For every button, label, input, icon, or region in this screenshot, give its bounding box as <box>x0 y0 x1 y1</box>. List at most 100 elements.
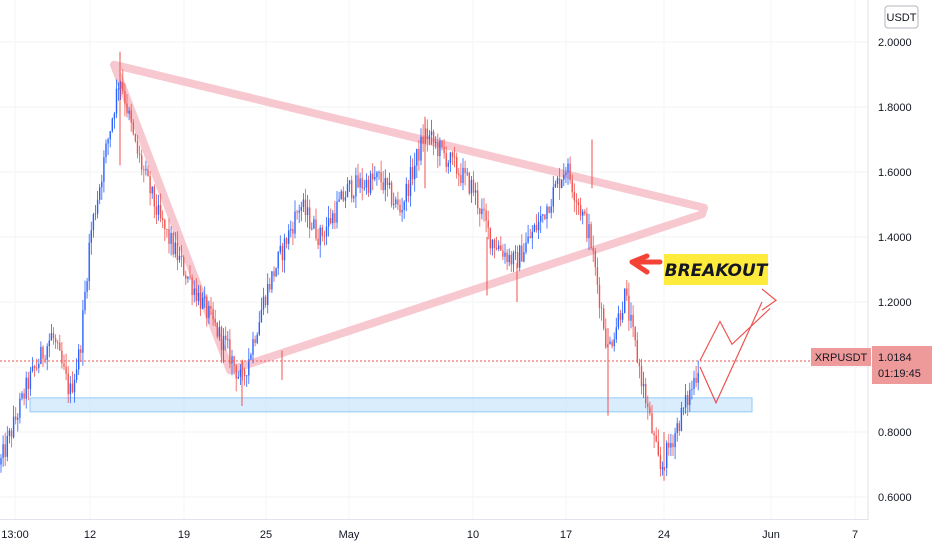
candle-body <box>132 122 134 134</box>
candle-body <box>605 328 607 348</box>
candle-body <box>374 177 376 180</box>
candle-body <box>283 238 286 261</box>
candle-body <box>521 245 523 262</box>
candle-body <box>136 141 139 154</box>
candle-body <box>306 207 309 216</box>
candle-body <box>264 296 267 306</box>
candle-body <box>569 163 571 181</box>
candle-body <box>430 131 433 136</box>
candle-body <box>31 366 34 372</box>
candle-body <box>390 182 393 205</box>
candle-body <box>109 131 111 140</box>
candle-body <box>279 245 281 253</box>
candle-body <box>149 176 151 194</box>
candle-body <box>44 358 46 360</box>
candle-body <box>409 167 412 196</box>
candle-body <box>126 103 128 114</box>
candle-body <box>535 225 538 231</box>
candle-body <box>99 187 101 200</box>
projection-path[interactable] <box>699 308 771 361</box>
price-axis[interactable]: 0.60000.80001.00001.20001.40001.60001.80… <box>878 37 912 504</box>
candle-body <box>464 167 466 173</box>
candle-body <box>603 308 605 329</box>
candle-body <box>659 455 662 470</box>
candle-body <box>411 167 414 180</box>
candle-body <box>246 375 248 377</box>
candle-body <box>388 182 391 186</box>
y-tick-label: 0.6000 <box>878 492 912 504</box>
projection-path-lower[interactable] <box>699 301 763 405</box>
candle-body <box>634 326 636 341</box>
candle-body <box>38 363 40 368</box>
candle-body <box>141 155 143 170</box>
candle-body <box>403 201 405 210</box>
candle-body <box>573 192 575 201</box>
candle-body <box>544 214 546 219</box>
x-tick-label: 10 <box>467 529 479 541</box>
candle-body <box>380 172 382 183</box>
candle-body <box>67 373 69 395</box>
candle-body <box>399 204 401 213</box>
candle-body <box>554 183 557 188</box>
candle-body <box>453 156 456 158</box>
candle-body <box>684 395 687 408</box>
candle-body <box>23 393 25 399</box>
candle-body <box>143 169 145 171</box>
candle-body <box>338 199 340 202</box>
candle-body <box>122 82 124 92</box>
candle-body <box>468 172 470 194</box>
triangle-pattern[interactable] <box>110 60 708 375</box>
candle-body <box>25 377 27 399</box>
currency-badge[interactable]: USDT <box>884 5 919 29</box>
candle-body <box>577 202 580 206</box>
candle-body <box>588 224 590 239</box>
candle-body <box>298 210 300 213</box>
candle-body <box>319 227 321 246</box>
candle-body <box>208 305 210 318</box>
candle-body <box>6 435 8 457</box>
candle-body <box>59 342 61 351</box>
candle-body <box>369 173 372 193</box>
candle-body <box>491 239 494 249</box>
candle-body <box>258 322 260 335</box>
candle-body <box>155 206 158 215</box>
candle-body <box>561 179 563 188</box>
candle-body <box>479 208 481 215</box>
candle-body <box>0 458 2 465</box>
candle-body <box>277 252 279 269</box>
y-tick-label: 2.0000 <box>878 37 912 49</box>
candle-body <box>344 197 347 201</box>
y-tick-label: 0.8000 <box>878 427 912 439</box>
time-axis[interactable]: 13:00 12 19 25 May 10 17 24 Jun 7 <box>1 529 858 541</box>
candle-body <box>262 296 265 310</box>
candle-body <box>466 172 468 174</box>
candle-body <box>50 333 53 341</box>
candle-body <box>63 363 65 367</box>
candle-body <box>19 398 21 418</box>
candle-body <box>48 340 50 347</box>
candle-body <box>548 206 550 213</box>
candle-body <box>290 229 292 231</box>
breakout-label: BREAKOUT <box>665 261 769 281</box>
candle-body <box>420 136 422 161</box>
candle-body <box>565 172 567 175</box>
candle-body <box>367 179 370 193</box>
candle-body <box>327 218 330 227</box>
candle-body <box>693 377 695 389</box>
candle-body <box>527 236 529 243</box>
candle-body <box>170 233 172 244</box>
candle-body <box>487 220 489 228</box>
candle-body <box>638 362 641 367</box>
candle-body <box>682 407 685 409</box>
candle-body <box>260 309 263 323</box>
candle-body <box>96 199 99 214</box>
support-zone[interactable] <box>29 397 753 413</box>
x-tick-label: 19 <box>178 529 190 541</box>
candle-body <box>674 433 676 448</box>
candle-body <box>600 307 603 309</box>
breakout-label-box[interactable] <box>664 254 768 285</box>
candle-body <box>355 175 357 197</box>
candle-body <box>519 245 521 268</box>
candle-body <box>222 335 225 351</box>
